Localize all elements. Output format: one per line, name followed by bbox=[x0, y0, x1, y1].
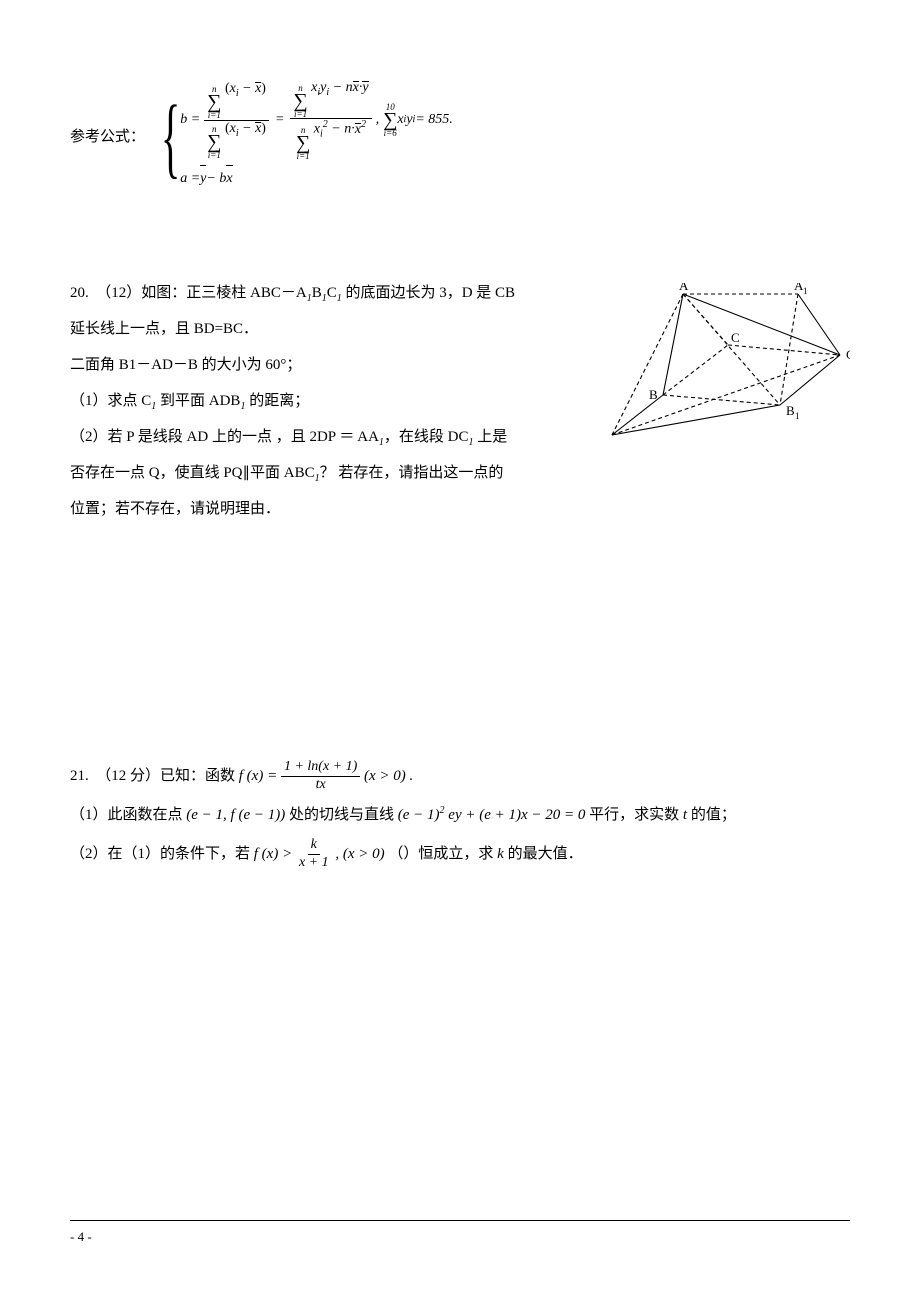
svg-text:C: C bbox=[731, 330, 740, 345]
p21-line3: （2）在（1）的条件下，若 f (x) > k x + 1 , (x > 0) … bbox=[70, 835, 850, 874]
p21-line2: （1）此函数在点 (e − 1, f (e − 1)) 处的切线与直线 (e −… bbox=[70, 796, 850, 835]
frac1: n∑i=1 (xi − x) n∑i=1 (xi − x) bbox=[204, 81, 269, 158]
problem-21: 21. （12 分）已知：函数 f (x) = 1 + ln(x + 1) tx… bbox=[70, 757, 850, 874]
p21-frac2: k x + 1 bbox=[296, 837, 332, 872]
svg-text:B: B bbox=[786, 403, 795, 418]
problem-20: 20. （12）如图：正三棱柱 ABC－A1B1C1 的底面边长为 3，D 是 … bbox=[70, 275, 850, 527]
svg-text:B: B bbox=[649, 387, 658, 402]
svg-text:1: 1 bbox=[795, 411, 800, 421]
svg-text:A: A bbox=[679, 283, 689, 293]
prism-diagram: AA1CC1BB1D bbox=[610, 283, 850, 453]
page-footer: - 4 - bbox=[70, 1220, 850, 1252]
problem-20-text: 20. （12）如图：正三棱柱 ABC－A1B1C1 的底面边长为 3，D 是 … bbox=[70, 275, 590, 527]
problem-20-figure: AA1CC1BB1D bbox=[610, 283, 850, 466]
sum-855: 10∑i=6 bbox=[383, 103, 397, 137]
frac2: n∑i=1 xiyi − nx·y n∑i=1 xi2 − n·x2 bbox=[290, 80, 371, 160]
a-equation: a = y − bx bbox=[180, 164, 453, 195]
svg-text:1: 1 bbox=[803, 286, 808, 296]
left-brace: { bbox=[161, 97, 180, 178]
page-number: - 4 - bbox=[70, 1229, 92, 1244]
reference-formula: 参考公式： { b = n∑i=1 (xi − x) n∑i=1 (xi − x… bbox=[70, 80, 850, 195]
formula-label: 参考公式： bbox=[70, 121, 145, 154]
formula-body: b = n∑i=1 (xi − x) n∑i=1 (xi − x) = n∑i=… bbox=[180, 80, 453, 195]
svg-text:C: C bbox=[846, 347, 850, 362]
p21-frac: 1 + ln(x + 1) tx bbox=[281, 759, 360, 794]
b-equation: b = n∑i=1 (xi − x) n∑i=1 (xi − x) = n∑i=… bbox=[180, 80, 453, 160]
p21-line1: 21. （12 分）已知：函数 f (x) = 1 + ln(x + 1) tx… bbox=[70, 757, 850, 796]
